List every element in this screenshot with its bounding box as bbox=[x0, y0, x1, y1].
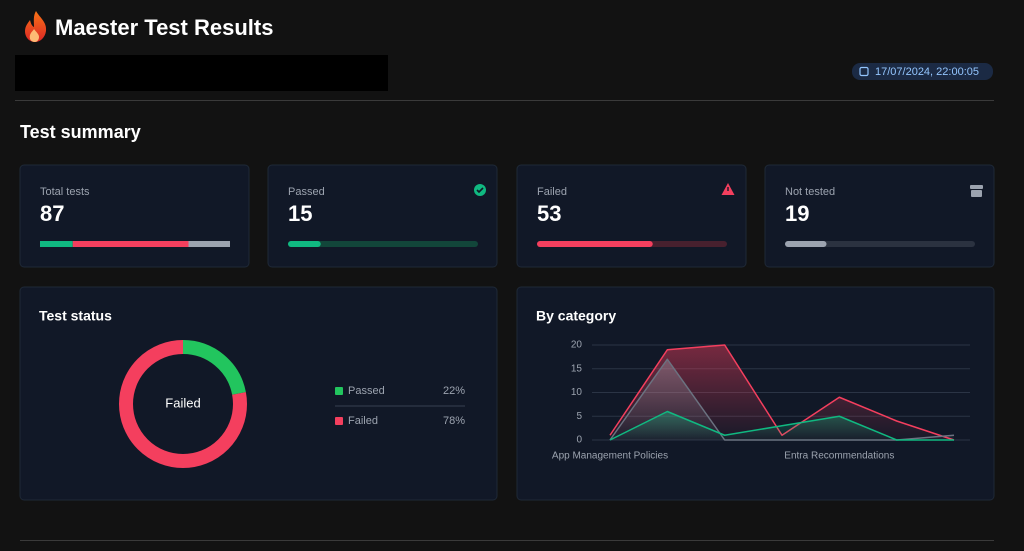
card-value: 87 bbox=[40, 201, 64, 226]
series-area bbox=[610, 359, 954, 440]
progress-fill bbox=[288, 241, 321, 247]
progress-fill bbox=[785, 241, 827, 247]
donut-segment bbox=[119, 340, 247, 468]
progress-fill bbox=[537, 241, 653, 247]
donut-center-label: Failed bbox=[165, 395, 200, 410]
series-line bbox=[609, 410, 954, 441]
y-tick-label: 5 bbox=[576, 411, 582, 422]
progress-track bbox=[785, 241, 975, 247]
y-tick-label: 10 bbox=[571, 387, 583, 398]
y-tick-label: 0 bbox=[576, 435, 582, 446]
legend-label: Passed bbox=[348, 385, 385, 397]
card-label: Failed bbox=[537, 186, 567, 198]
redacted-box bbox=[15, 55, 388, 91]
x-tick-label: App Management Policies bbox=[552, 451, 668, 462]
progress-track bbox=[288, 241, 478, 247]
progress-segment bbox=[40, 241, 73, 247]
progress-segment bbox=[188, 241, 230, 247]
logo-inner bbox=[29, 29, 39, 42]
legend-swatch bbox=[335, 417, 343, 425]
x-tick-label: Entra Recommendations bbox=[784, 451, 894, 462]
page-title: Maester Test Results bbox=[55, 15, 273, 40]
section-title: Test summary bbox=[20, 122, 141, 142]
not-tested-icon bbox=[971, 190, 982, 197]
legend-swatch bbox=[335, 387, 343, 395]
card-label: Total tests bbox=[40, 186, 90, 198]
card-value: 15 bbox=[288, 201, 312, 226]
legend-value: 78% bbox=[443, 415, 465, 427]
progress-segment bbox=[72, 241, 189, 247]
legend-value: 22% bbox=[443, 385, 465, 397]
not-tested-icon bbox=[970, 185, 983, 189]
y-tick-label: 20 bbox=[571, 340, 583, 351]
date: 17/07/2024, 22:00:05 bbox=[875, 66, 979, 78]
failed-icon-mark bbox=[727, 187, 729, 191]
calendar-icon bbox=[859, 66, 869, 77]
legend-label: Failed bbox=[348, 415, 378, 427]
card-value: 19 bbox=[785, 201, 809, 226]
date-pill bbox=[852, 63, 993, 80]
passed-icon-check bbox=[476, 187, 484, 194]
card-label: Passed bbox=[288, 186, 325, 198]
card-value: 53 bbox=[537, 201, 561, 226]
panel-title: Test status bbox=[39, 308, 112, 324]
logo bbox=[25, 11, 47, 42]
y-tick-label: 15 bbox=[571, 363, 583, 374]
panel-title: By category bbox=[536, 308, 616, 324]
card-label: Not tested bbox=[785, 186, 835, 198]
